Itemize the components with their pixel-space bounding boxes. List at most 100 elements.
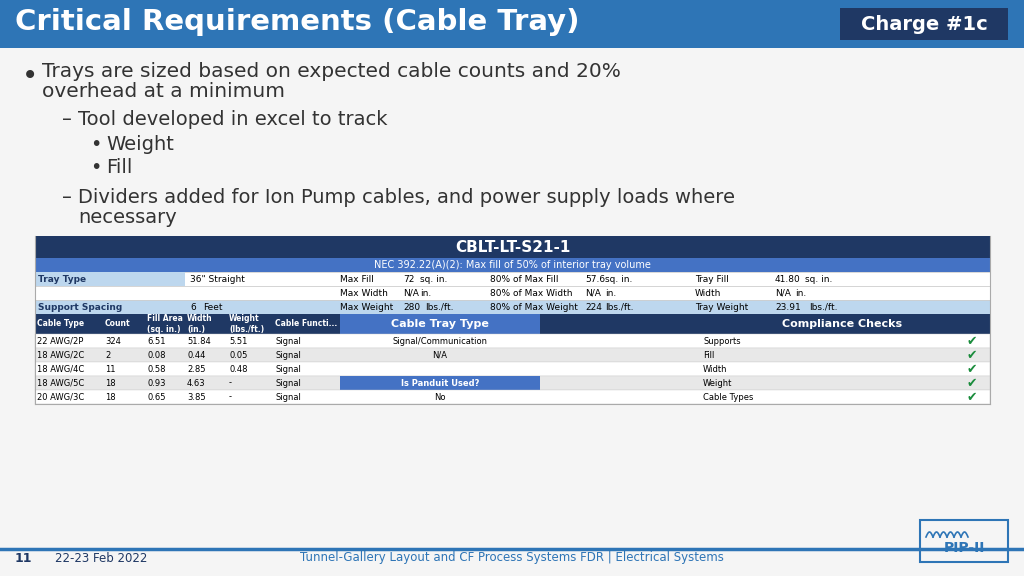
- Text: in.: in.: [605, 289, 616, 297]
- Text: Signal: Signal: [275, 378, 301, 388]
- Text: Fill: Fill: [106, 158, 132, 177]
- Text: Width
(in.): Width (in.): [187, 314, 213, 334]
- Text: Max Width: Max Width: [340, 289, 388, 297]
- Text: Signal/Communication: Signal/Communication: [392, 336, 487, 346]
- Text: 22 AWG/2P: 22 AWG/2P: [37, 336, 83, 346]
- Text: ✔: ✔: [967, 362, 977, 376]
- Text: 22-23 Feb 2022: 22-23 Feb 2022: [55, 551, 147, 564]
- Text: Compliance Checks: Compliance Checks: [782, 319, 902, 329]
- Text: 2.85: 2.85: [187, 365, 206, 373]
- Text: ✔: ✔: [967, 348, 977, 362]
- Text: N/A: N/A: [432, 351, 447, 359]
- Text: 18: 18: [105, 392, 116, 401]
- Text: N/A: N/A: [775, 289, 791, 297]
- Text: 324: 324: [105, 336, 121, 346]
- Text: •: •: [90, 135, 101, 154]
- Text: Signal: Signal: [275, 392, 301, 401]
- Text: Critical Requirements (Cable Tray): Critical Requirements (Cable Tray): [15, 8, 580, 36]
- Text: 224: 224: [585, 302, 602, 312]
- Bar: [35, 314, 990, 334]
- Text: overhead at a minimum: overhead at a minimum: [42, 82, 285, 101]
- Text: 2: 2: [105, 351, 111, 359]
- Text: 0.48: 0.48: [229, 365, 248, 373]
- Text: 0.44: 0.44: [187, 351, 206, 359]
- Text: in.: in.: [795, 289, 806, 297]
- Bar: [35, 272, 990, 286]
- Text: Tray Fill: Tray Fill: [695, 275, 729, 283]
- Bar: [35, 362, 990, 376]
- Text: Width: Width: [703, 365, 727, 373]
- Text: No: No: [434, 392, 445, 401]
- Text: 80% of Max Fill: 80% of Max Fill: [490, 275, 558, 283]
- Text: Charge #1c: Charge #1c: [860, 14, 987, 33]
- Bar: [35, 334, 990, 348]
- Text: lbs./ft.: lbs./ft.: [425, 302, 454, 312]
- Text: 3.85: 3.85: [187, 392, 206, 401]
- Text: Is Panduit Used?: Is Panduit Used?: [400, 378, 479, 388]
- Text: –: –: [62, 110, 72, 129]
- Text: Signal: Signal: [275, 351, 301, 359]
- Text: PIP-II: PIP-II: [943, 541, 985, 555]
- Text: 18 AWG/5C: 18 AWG/5C: [37, 378, 84, 388]
- Text: 11: 11: [15, 551, 33, 564]
- Text: 18 AWG/2C: 18 AWG/2C: [37, 351, 84, 359]
- Text: Fill: Fill: [703, 351, 715, 359]
- Text: Trays are sized based on expected cable counts and 20%: Trays are sized based on expected cable …: [42, 62, 621, 81]
- Text: Weight: Weight: [106, 135, 174, 154]
- Text: ✔: ✔: [967, 377, 977, 389]
- Text: ✔: ✔: [967, 335, 977, 347]
- Text: 20 AWG/3C: 20 AWG/3C: [37, 392, 84, 401]
- Text: 18 AWG/4C: 18 AWG/4C: [37, 365, 84, 373]
- Bar: [340, 314, 540, 334]
- Text: 11: 11: [105, 365, 116, 373]
- Bar: [35, 258, 990, 272]
- Text: 36" Straight: 36" Straight: [190, 275, 245, 283]
- Text: lbs./ft.: lbs./ft.: [605, 302, 634, 312]
- Bar: [695, 314, 990, 334]
- Text: 6.51: 6.51: [147, 336, 166, 346]
- Bar: [35, 286, 990, 300]
- Text: CBLT-LT-S21-1: CBLT-LT-S21-1: [455, 240, 570, 255]
- Bar: [840, 8, 1008, 40]
- Bar: [0, 0, 1024, 48]
- Text: Signal: Signal: [275, 336, 301, 346]
- Bar: [35, 236, 990, 258]
- Bar: [35, 376, 990, 390]
- Text: 4.63: 4.63: [187, 378, 206, 388]
- Text: 80% of Max Width: 80% of Max Width: [490, 289, 572, 297]
- Text: 80% of Max Weight: 80% of Max Weight: [490, 302, 578, 312]
- Text: 23.91: 23.91: [775, 302, 801, 312]
- Bar: [35, 348, 990, 362]
- Text: 0.08: 0.08: [147, 351, 166, 359]
- Text: Signal: Signal: [275, 365, 301, 373]
- Text: 5.51: 5.51: [229, 336, 248, 346]
- Bar: [340, 376, 540, 390]
- Text: sq. in.: sq. in.: [420, 275, 447, 283]
- Text: 280: 280: [403, 302, 420, 312]
- Text: 0.05: 0.05: [229, 351, 248, 359]
- Text: Tray Type: Tray Type: [38, 275, 86, 283]
- Text: Cable Tray Type: Cable Tray Type: [391, 319, 488, 329]
- Text: Fill Area
(sq. in.): Fill Area (sq. in.): [147, 314, 183, 334]
- Text: Tunnel-Gallery Layout and CF Process Systems FDR | Electrical Systems: Tunnel-Gallery Layout and CF Process Sys…: [300, 551, 724, 564]
- Bar: [35, 272, 185, 286]
- Text: 6: 6: [190, 302, 196, 312]
- Text: -: -: [229, 392, 232, 401]
- Bar: [35, 390, 990, 404]
- Text: Weight
(lbs./ft.): Weight (lbs./ft.): [229, 314, 264, 334]
- Text: –: –: [62, 188, 72, 207]
- Text: Support Spacing: Support Spacing: [38, 302, 122, 312]
- Text: 41.80: 41.80: [775, 275, 801, 283]
- Text: Feet: Feet: [203, 302, 222, 312]
- Text: Max Fill: Max Fill: [340, 275, 374, 283]
- Text: necessary: necessary: [78, 208, 177, 227]
- Text: Tray Weight: Tray Weight: [695, 302, 749, 312]
- Text: Dividers added for Ion Pump cables, and power supply loads where: Dividers added for Ion Pump cables, and …: [78, 188, 735, 207]
- Text: sq. in.: sq. in.: [605, 275, 633, 283]
- Text: 72: 72: [403, 275, 415, 283]
- Text: ✔: ✔: [967, 391, 977, 404]
- Bar: [920, 520, 1008, 562]
- Text: N/A: N/A: [585, 289, 601, 297]
- Text: NEC 392.22(A)(2): Max fill of 50% of interior tray volume: NEC 392.22(A)(2): Max fill of 50% of int…: [374, 260, 651, 270]
- Text: lbs./ft.: lbs./ft.: [809, 302, 838, 312]
